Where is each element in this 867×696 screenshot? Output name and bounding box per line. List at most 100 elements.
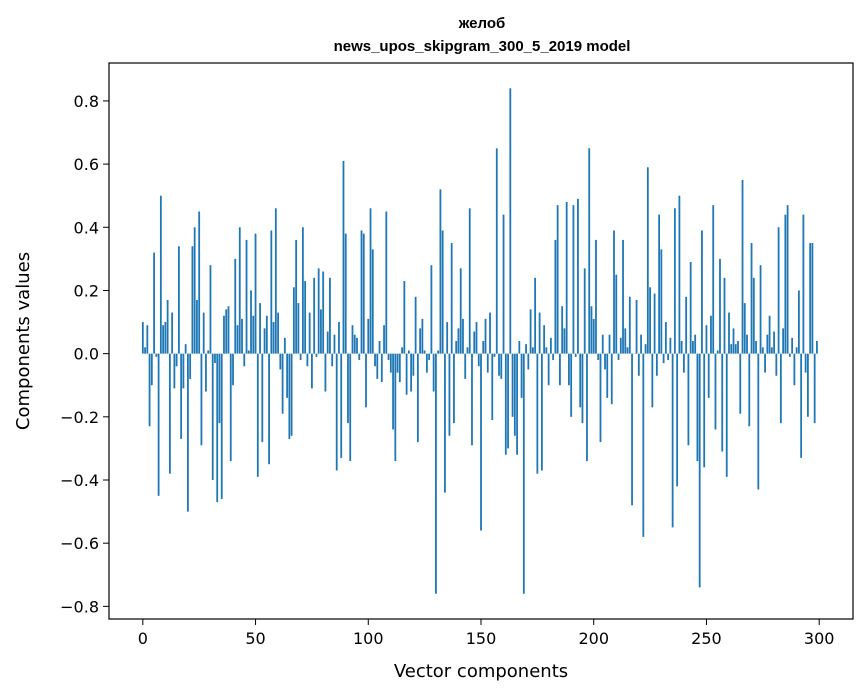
bar [369, 208, 372, 354]
bar [173, 353, 176, 389]
bar [306, 353, 309, 367]
bar [719, 258, 721, 354]
bar [410, 353, 413, 392]
bar [568, 353, 570, 386]
bar [477, 353, 480, 367]
bar [518, 341, 521, 354]
bar [353, 334, 356, 354]
bar [146, 325, 149, 354]
bar [295, 239, 298, 354]
bar [527, 353, 530, 370]
bar [202, 312, 205, 354]
bar [635, 299, 638, 354]
bar [162, 325, 165, 354]
bar [574, 353, 577, 357]
bar [394, 353, 397, 462]
bar [241, 318, 243, 354]
bar [376, 353, 379, 379]
bar [313, 277, 316, 354]
bar [491, 353, 494, 420]
bar [220, 353, 223, 499]
bar [586, 353, 588, 462]
bar [187, 353, 189, 512]
bar [777, 227, 780, 354]
bar [216, 353, 219, 503]
x-tick-label: 250 [691, 629, 722, 648]
bar [549, 337, 552, 354]
bar [748, 353, 751, 427]
bar [430, 265, 433, 354]
bar [457, 328, 460, 354]
bar [622, 239, 624, 354]
bar [676, 353, 679, 487]
bar [788, 353, 791, 357]
bar [288, 353, 291, 439]
bar [234, 258, 237, 354]
bar [728, 312, 730, 354]
bar [730, 344, 733, 354]
bar [209, 265, 212, 354]
bar [198, 211, 201, 354]
bar [200, 353, 203, 446]
bar [606, 353, 609, 398]
bar [577, 198, 579, 354]
bar [333, 334, 336, 354]
bar [308, 312, 311, 354]
bar [232, 353, 234, 386]
bar [725, 353, 728, 477]
bar [678, 195, 681, 354]
bar [340, 353, 343, 458]
bar [225, 309, 228, 354]
bar [563, 328, 566, 354]
bar [338, 322, 340, 354]
x-tick-label: 0 [138, 629, 148, 648]
bar [193, 227, 196, 354]
bar [619, 337, 622, 354]
bar [250, 290, 252, 354]
x-tick-label: 300 [804, 629, 835, 648]
bar [265, 315, 268, 354]
bar [311, 353, 313, 389]
bar [716, 350, 719, 354]
x-tick-label: 150 [466, 629, 497, 648]
bar [710, 315, 712, 354]
bar [698, 353, 701, 588]
bar [703, 353, 706, 468]
bar [473, 331, 476, 354]
bar [450, 243, 453, 354]
bar [412, 353, 415, 376]
bar [428, 353, 431, 360]
bar [439, 189, 442, 354]
bar [649, 287, 651, 354]
bar [159, 195, 162, 354]
bar [804, 353, 807, 373]
bar [367, 318, 370, 354]
bar [175, 353, 178, 367]
bar [680, 341, 683, 354]
bar [407, 350, 410, 354]
bar [552, 353, 555, 360]
bar [157, 353, 160, 496]
bar [813, 353, 816, 424]
y-tick-label: 0.6 [74, 155, 99, 174]
bar [631, 353, 633, 506]
bar [743, 303, 746, 354]
bar [324, 353, 327, 392]
bar [775, 353, 778, 376]
bar [462, 318, 464, 354]
x-axis-label: Vector components [394, 661, 568, 682]
bar [811, 243, 814, 354]
bar [211, 353, 214, 480]
bar [326, 331, 329, 354]
bar [741, 179, 744, 354]
bar [236, 325, 239, 354]
bar [358, 353, 361, 360]
bar [671, 353, 674, 528]
bar [191, 246, 194, 354]
bar [529, 309, 532, 354]
bar [495, 148, 498, 354]
bar [153, 252, 155, 354]
bar [597, 353, 600, 360]
bar [689, 262, 692, 354]
x-axis-ticks: 0 50 100 150 200 250 300 [138, 619, 835, 648]
